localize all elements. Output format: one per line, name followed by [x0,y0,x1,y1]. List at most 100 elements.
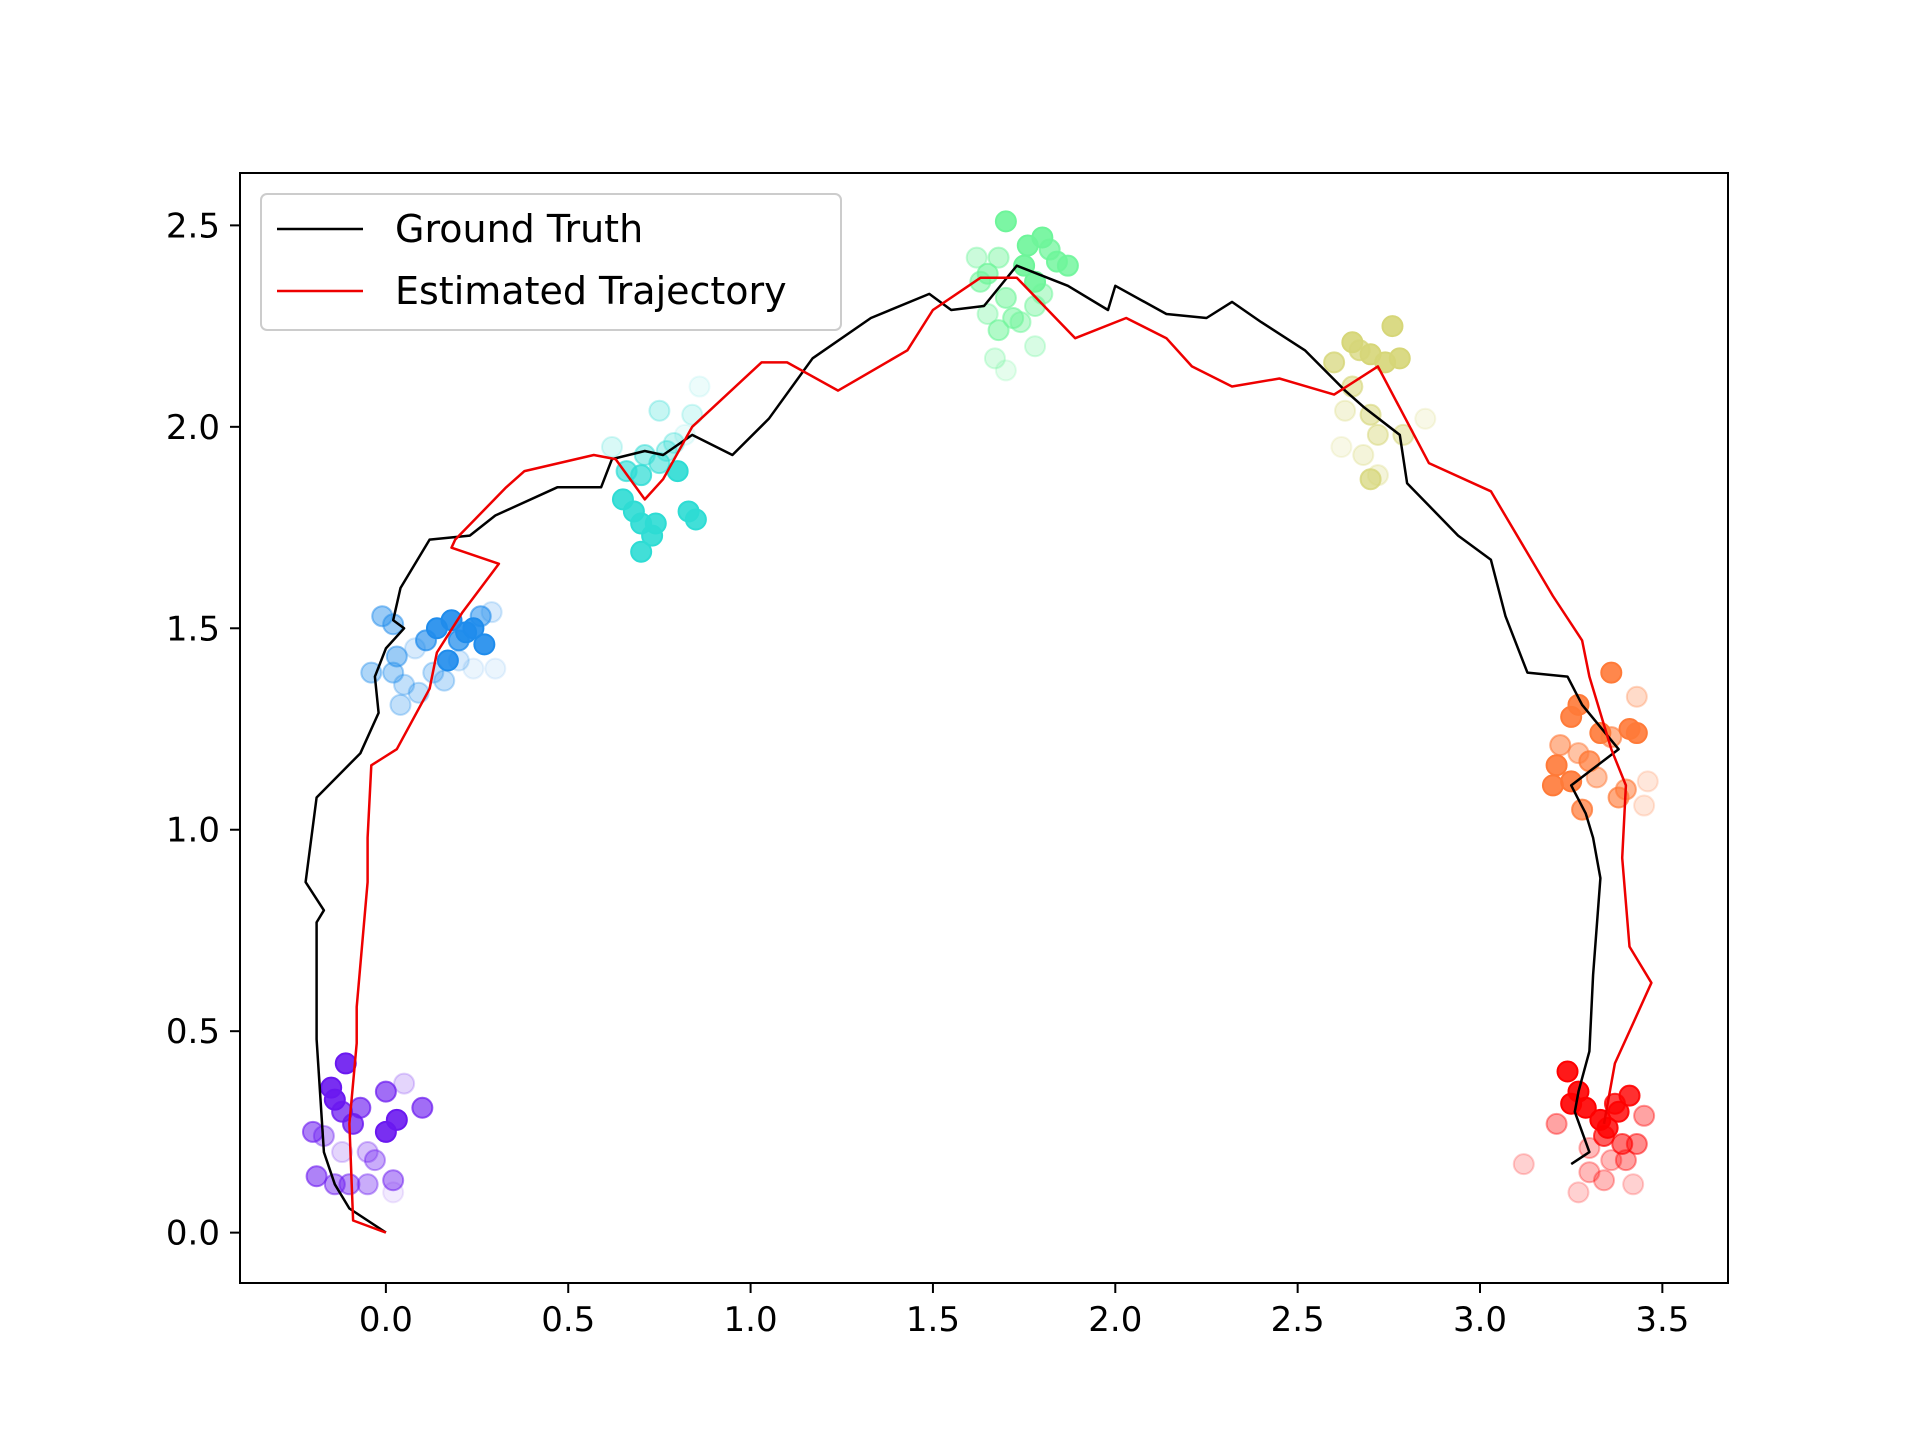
cluster-point [356,1141,379,1164]
cluster-point [436,649,459,672]
cluster-point [462,657,485,680]
cluster-point [688,375,711,398]
cluster-point [447,629,470,652]
cluster-point [1512,1153,1535,1176]
cluster-point [1600,661,1623,684]
x-tick-label: 2.5 [1271,1300,1325,1340]
cluster-point [433,669,456,692]
cluster-point [356,1173,379,1196]
cluster-point [1031,282,1054,305]
cluster-point [382,1181,405,1204]
cluster-point [389,693,412,716]
cluster-point [1038,238,1061,261]
cluster-1 [360,601,507,716]
cluster-point [987,246,1010,269]
cluster-point [338,1173,361,1196]
cluster-point [1636,770,1659,793]
trajectory-lines [304,264,1653,1234]
cluster-point [633,444,656,467]
cluster-point [1545,754,1568,777]
cluster-point [1603,1092,1626,1115]
series-line-estimated-trajectory [348,276,1653,1234]
cluster-point [363,1149,386,1172]
cluster-point [1625,685,1648,708]
series-line-ground-truth [304,264,1620,1234]
cluster-2 [601,375,711,563]
cluster-point [1625,722,1648,745]
cluster-point [1622,1173,1645,1196]
cluster-point [684,508,707,531]
cluster-point [385,645,408,668]
plot-frame [239,172,1729,1284]
cluster-point [987,319,1010,342]
cluster-point [360,661,383,684]
sensor-clusters [301,210,1659,1204]
cluster-point [1541,774,1564,797]
cluster-point [983,347,1006,370]
cluster-point [1334,399,1357,422]
y-tick-label: 2.5 [166,206,220,246]
legend-label-ground-truth: Ground Truth [395,207,643,251]
cluster-point [1323,351,1346,374]
cluster-point [648,399,671,422]
cluster-6 [1512,1060,1656,1204]
cluster-5 [1541,661,1659,821]
y-axis: 0.0 0.5 1.0 1.5 2.0 2.5 [166,206,240,1254]
cluster-point [382,661,405,684]
cluster-point [393,1072,416,1095]
cluster-point [1549,734,1572,757]
x-tick-label: 1.0 [724,1300,778,1340]
legend: Ground Truth Estimated Trajectory [260,193,842,331]
cluster-point [1560,705,1583,728]
cluster-point [393,673,416,696]
cluster-point [331,1141,354,1164]
cluster-point [681,403,704,426]
cluster-point [404,637,427,660]
cluster-point [1056,254,1079,277]
y-tick-label: 2.0 [166,408,220,448]
y-tick-label: 0.5 [166,1012,220,1052]
legend-label-estimated-trajectory: Estimated Trajectory [395,269,787,313]
cluster-point [480,601,503,624]
cluster-point [1578,1137,1601,1160]
cluster-point [1024,335,1047,358]
cluster-point [994,359,1017,382]
cluster-point [1556,1060,1579,1083]
cluster-point [371,605,394,628]
cluster-point [469,605,492,628]
x-axis: 0.0 0.5 1.0 1.5 2.0 2.5 3.0 3.5 [359,1283,1689,1340]
cluster-point [1352,444,1375,467]
cluster-point [411,1096,434,1119]
cluster-point [305,1165,328,1188]
cluster-point [1330,435,1353,458]
cluster-point [641,524,664,547]
cluster-point [1600,1149,1623,1172]
cluster-point [1359,468,1382,491]
cluster-point [1614,1149,1637,1172]
x-tick-label: 2.0 [1088,1300,1142,1340]
y-tick-label: 1.0 [166,811,220,851]
cluster-point [994,210,1017,233]
cluster-point [1414,407,1437,430]
cluster-point [630,540,653,563]
cluster-point [1366,423,1389,446]
cluster-point [382,613,405,636]
y-tick-label: 0.0 [166,1214,220,1254]
cluster-point [994,286,1017,309]
cluster-point [1381,315,1404,338]
cluster-point [1593,1169,1615,1192]
x-tick-label: 3.0 [1453,1300,1507,1340]
cluster-point [1009,311,1032,334]
cluster-point [976,303,999,326]
cluster-point [1633,794,1656,817]
cluster-point [1567,742,1590,765]
cluster-4 [1323,315,1437,491]
cluster-point [407,681,430,704]
x-tick-label: 0.5 [541,1300,595,1340]
cluster-point [1633,1104,1656,1127]
legend-frame [260,193,842,331]
cluster-point [374,1080,397,1103]
cluster-3 [965,210,1079,382]
x-tick-label: 3.5 [1635,1300,1689,1340]
